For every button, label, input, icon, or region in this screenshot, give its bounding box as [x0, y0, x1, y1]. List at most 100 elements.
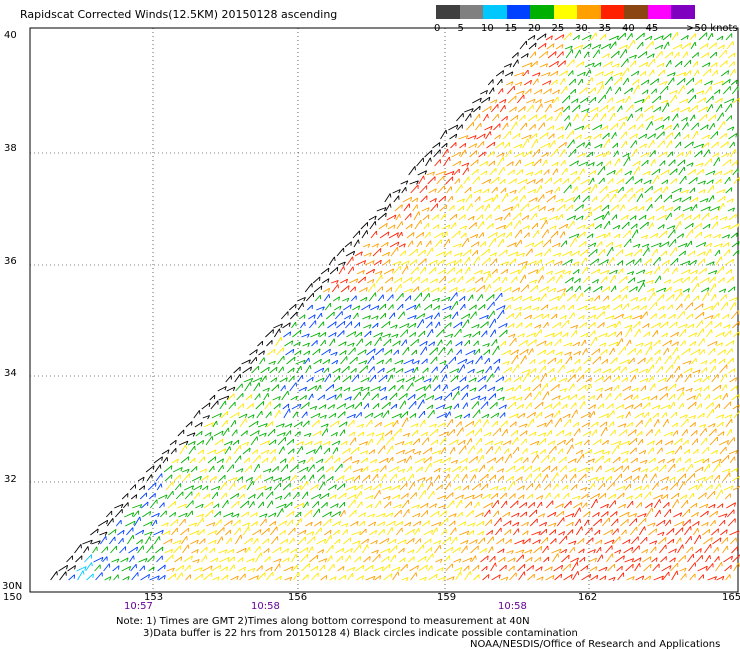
- wind-barb: [574, 125, 584, 131]
- wind-barb: [361, 386, 370, 392]
- wind-barb-flag: [503, 232, 506, 238]
- wind-barb-flag: [666, 179, 669, 184]
- wind-barb-flag: [623, 423, 627, 428]
- wind-barb-flag: [544, 349, 547, 355]
- wind-barb: [654, 275, 661, 284]
- wind-barb: [645, 345, 652, 356]
- wind-barb: [452, 473, 459, 482]
- wind-barb: [632, 475, 640, 482]
- wind-barb: [683, 214, 692, 221]
- wind-barb: [555, 274, 562, 284]
- wind-barb-flag: [306, 491, 309, 496]
- wind-barb-flag: [721, 503, 724, 508]
- wind-barb-flag: [676, 113, 679, 118]
- wind-barb: [703, 149, 710, 158]
- wind-barb-flag: [294, 356, 296, 361]
- wind-barb-flag: [597, 493, 601, 498]
- wind-barb: [504, 71, 514, 77]
- wind-barb-flag: [499, 446, 501, 451]
- wind-barb: [642, 323, 650, 329]
- wind-barb: [359, 450, 368, 455]
- wind-barb-flag: [693, 395, 696, 400]
- wind-barb-flag: [686, 189, 689, 194]
- wind-barb: [547, 357, 557, 365]
- wind-barb-flag: [565, 224, 569, 229]
- wind-barb: [701, 62, 711, 68]
- wind-barb: [395, 213, 400, 221]
- wind-barb-flag: [363, 512, 366, 517]
- wind-barb-flag: [602, 455, 604, 460]
- wind-barb-flag: [488, 493, 491, 499]
- wind-barb-flag: [411, 223, 413, 229]
- wind-barb-flag: [586, 87, 588, 92]
- wind-barb: [366, 279, 375, 284]
- wind-barb-flag: [714, 283, 717, 288]
- wind-barb: [642, 95, 650, 104]
- wind-barb: [266, 500, 273, 509]
- wind-barb: [710, 131, 718, 140]
- wind-barb-flag: [395, 334, 399, 338]
- wind-barb-flag: [522, 152, 525, 157]
- wind-barb: [465, 349, 476, 356]
- wind-barb-flag: [529, 134, 532, 139]
- wind-barb-flag: [656, 330, 659, 335]
- wind-barb-flag: [547, 72, 551, 77]
- wind-barb-flag: [591, 77, 594, 82]
- wind-barb-flag: [683, 166, 686, 172]
- wind-barb: [657, 224, 665, 230]
- wind-barb: [651, 404, 661, 410]
- wind-barb: [379, 312, 386, 320]
- wind-barb-flag: [614, 331, 617, 336]
- wind-barb: [272, 396, 281, 401]
- wind-barb: [363, 252, 372, 257]
- wind-barb: [355, 490, 362, 500]
- wind-barb-flag: [562, 270, 566, 274]
- wind-barb: [412, 286, 420, 293]
- wind-barb: [626, 500, 633, 509]
- wind-barb-flag: [170, 465, 173, 470]
- wind-barb-flag: [334, 394, 337, 399]
- wind-barb: [634, 412, 644, 419]
- wind-barb: [400, 180, 408, 185]
- wind-barb: [594, 71, 604, 77]
- wind-barb: [265, 491, 274, 500]
- wind-barb-flag: [554, 225, 557, 230]
- wind-barb-flag: [489, 432, 492, 437]
- wind-barb: [657, 69, 665, 77]
- wind-barb: [292, 411, 298, 419]
- wind-barb-flag: [703, 424, 707, 429]
- wind-barb: [227, 477, 238, 482]
- wind-barb: [613, 303, 623, 311]
- wind-barb-flag: [226, 395, 230, 400]
- wind-barb: [428, 188, 437, 194]
- wind-barb: [657, 140, 665, 149]
- wind-barb: [556, 51, 564, 59]
- wind-barb-flag: [434, 198, 437, 203]
- wind-barb: [402, 346, 409, 356]
- wind-barb: [461, 162, 469, 167]
- wind-barb-flag: [535, 197, 538, 202]
- wind-barb-flag: [542, 275, 544, 280]
- wind-barb-flag: [691, 223, 694, 228]
- wind-barb: [693, 378, 702, 383]
- wind-barb: [455, 494, 464, 500]
- wind-barb: [328, 332, 337, 338]
- wind-barb: [560, 395, 570, 401]
- wind-barb: [671, 32, 678, 41]
- wind-barb-flag: [732, 340, 735, 345]
- wind-barb-flag: [443, 422, 446, 427]
- wind-barb: [632, 243, 641, 248]
- wind-barb: [460, 384, 469, 392]
- wind-barb: [306, 456, 313, 464]
- wind-barb: [593, 214, 604, 221]
- wind-barb: [310, 412, 321, 419]
- wind-barb-flag: [334, 332, 337, 337]
- wind-barb-flag: [736, 385, 738, 390]
- wind-barb-flag: [285, 377, 288, 382]
- wind-barb-flag: [377, 323, 379, 328]
- wind-barb-flag: [453, 447, 456, 452]
- wind-barb-flag: [280, 337, 283, 342]
- wind-barb: [670, 411, 677, 419]
- wind-barb: [511, 121, 517, 131]
- wind-barb-flag: [638, 160, 641, 166]
